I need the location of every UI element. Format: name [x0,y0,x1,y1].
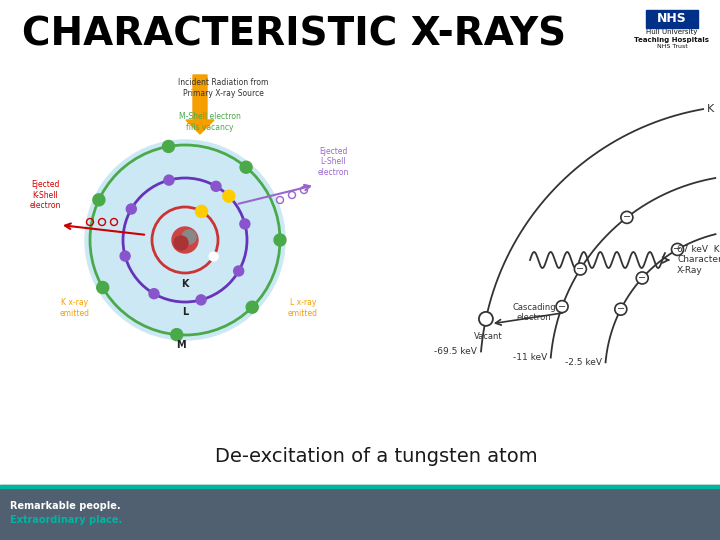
Text: L: L [182,307,188,317]
Text: M-Shell electron
fills vacancy: M-Shell electron fills vacancy [179,112,241,132]
Text: −: − [638,273,647,283]
Bar [0,485,720,488]
Circle shape [615,303,627,315]
Circle shape [479,312,493,326]
Text: L: L [719,173,720,183]
Circle shape [575,263,586,275]
Text: NHS Trust: NHS Trust [657,44,688,50]
Circle shape [209,252,218,261]
Circle shape [556,301,568,313]
Text: NHS: NHS [657,12,687,25]
Text: Remarkable people.: Remarkable people. [10,501,121,511]
Circle shape [164,175,174,185]
Circle shape [196,205,207,218]
Circle shape [182,230,196,244]
Circle shape [636,272,648,284]
Circle shape [211,181,221,191]
Text: Hull University: Hull University [647,29,698,35]
Text: Ejected
K-Shell
electron: Ejected K-Shell electron [30,180,60,210]
Text: De-excitation of a tungsten atom: De-excitation of a tungsten atom [215,448,538,467]
Text: Cascading
electron: Cascading electron [512,303,556,322]
Text: -11 keV: -11 keV [513,353,546,362]
Bar [0,485,720,540]
Text: −: − [558,302,566,312]
Circle shape [274,234,286,246]
Circle shape [240,161,252,173]
Circle shape [246,301,258,313]
Circle shape [163,140,174,152]
Text: −: − [623,212,631,222]
Circle shape [240,219,250,229]
Text: Ejected
L-Shell
electron: Ejected L-Shell electron [318,147,348,177]
Circle shape [93,194,105,206]
Circle shape [196,295,206,305]
Circle shape [85,140,285,340]
Text: Vacant: Vacant [474,332,503,341]
Circle shape [149,289,159,299]
Circle shape [223,190,235,202]
Text: Extraordinary place.: Extraordinary place. [10,515,122,525]
Bar [646,10,698,28]
Text: 67 keV  Kβ
Characteristic
X-Ray: 67 keV Kβ Characteristic X-Ray [677,245,720,275]
Text: Incident Radiation from
Primary X-ray Source: Incident Radiation from Primary X-ray So… [178,78,268,98]
Circle shape [96,281,109,294]
Text: K: K [707,104,714,114]
Circle shape [234,266,243,276]
Text: Teaching Hospitals: Teaching Hospitals [634,37,709,43]
Text: −: − [576,264,585,274]
Text: K: K [181,279,189,289]
FancyArrow shape [186,75,214,134]
Text: −: − [673,245,682,254]
Circle shape [126,204,136,214]
Circle shape [172,227,198,253]
Text: -69.5 keV: -69.5 keV [434,347,477,356]
Text: CHARACTERISTIC X-RAYS: CHARACTERISTIC X-RAYS [22,15,566,53]
Circle shape [672,244,683,255]
Text: K x-ray
emitted: K x-ray emitted [60,298,90,318]
Circle shape [171,329,183,341]
Text: −: − [617,304,625,314]
Text: L x-ray
emitted: L x-ray emitted [288,298,318,318]
Circle shape [621,211,633,224]
Text: -2.5 keV: -2.5 keV [564,358,601,367]
Circle shape [120,251,130,261]
Text: M: M [176,340,186,350]
Circle shape [174,236,188,250]
